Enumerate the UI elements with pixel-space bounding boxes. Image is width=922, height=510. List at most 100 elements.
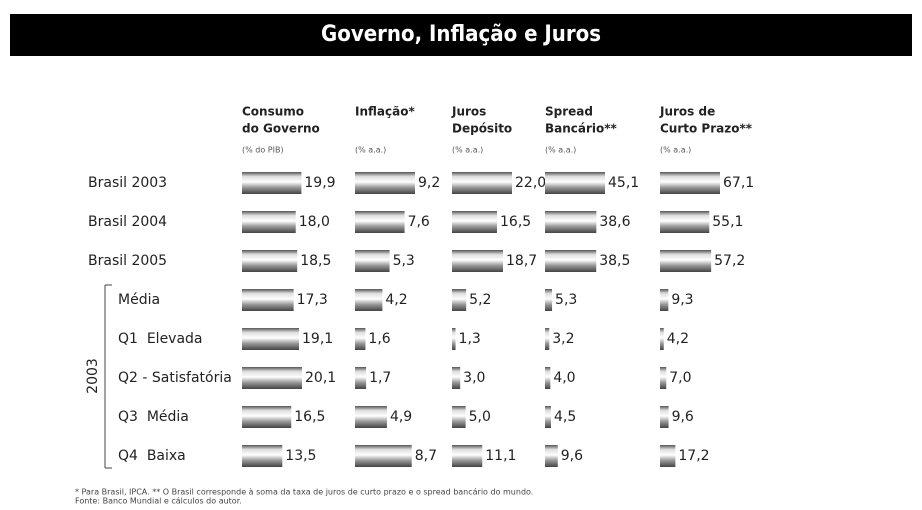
bar <box>355 445 412 467</box>
bar <box>452 289 467 311</box>
row-label: Brasil 2003 <box>88 175 167 191</box>
value-label: 4,5 <box>554 409 576 425</box>
bar <box>242 445 283 467</box>
value-label: 19,1 <box>302 331 333 347</box>
bar <box>545 211 597 233</box>
value-label: 16,5 <box>500 214 531 230</box>
value-label: 4,9 <box>390 409 412 425</box>
value-label: 9,6 <box>672 409 694 425</box>
column-subtitle: (% a.a.) <box>545 146 576 155</box>
value-label: 5,3 <box>555 292 577 308</box>
bar <box>452 445 483 467</box>
value-label: 67,1 <box>723 175 754 191</box>
bar <box>355 406 387 428</box>
column-title: Juros de <box>659 105 715 119</box>
value-label: 20,1 <box>305 370 336 386</box>
bar <box>355 250 390 272</box>
value-label: 55,1 <box>712 214 743 230</box>
column-title: Consumo <box>242 105 304 119</box>
bar <box>660 445 676 467</box>
bar <box>355 172 415 194</box>
column-title: Curto Prazo** <box>660 122 753 136</box>
value-label: 3,2 <box>552 331 574 347</box>
bar <box>660 328 664 350</box>
bar <box>660 211 710 233</box>
bar <box>355 328 366 350</box>
column-title: do Governo <box>242 122 320 136</box>
column-subtitle: (% a.a.) <box>355 146 386 155</box>
value-label: 17,2 <box>678 448 709 464</box>
bar <box>242 367 302 389</box>
bar <box>355 289 383 311</box>
bar <box>660 250 712 272</box>
bar <box>660 289 669 311</box>
value-label: 11,1 <box>485 448 516 464</box>
value-label: 1,7 <box>369 370 391 386</box>
value-label: 18,7 <box>506 253 537 269</box>
value-label: 22,0 <box>515 175 546 191</box>
bar <box>452 211 497 233</box>
bar <box>355 211 405 233</box>
bar <box>452 250 503 272</box>
row-label: Brasil 2005 <box>88 253 167 269</box>
bar <box>242 328 300 350</box>
row-label: Q3 Média <box>118 409 189 425</box>
value-label: 4,2 <box>385 292 407 308</box>
bar <box>452 328 456 350</box>
value-label: 5,0 <box>469 409 491 425</box>
value-label: 17,3 <box>297 292 328 308</box>
bar <box>242 289 294 311</box>
value-label: 5,2 <box>469 292 491 308</box>
row-label: Brasil 2004 <box>88 214 167 230</box>
value-label: 13,5 <box>285 448 316 464</box>
value-label: 45,1 <box>608 175 639 191</box>
bar <box>242 211 296 233</box>
column-title: Juros <box>451 105 486 119</box>
value-label: 4,2 <box>667 331 689 347</box>
column-title: Inflação* <box>355 105 415 119</box>
bar <box>545 328 550 350</box>
group-label: 2003 <box>85 358 101 394</box>
value-label: 19,9 <box>304 175 335 191</box>
bar <box>545 172 605 194</box>
row-label: Q4 Baixa <box>118 448 186 464</box>
bar <box>452 172 512 194</box>
row-label: Q1 Elevada <box>118 331 203 347</box>
value-label: 57,2 <box>714 253 745 269</box>
value-label: 5,3 <box>393 253 415 269</box>
column-title: Depósito <box>452 122 512 136</box>
value-label: 4,0 <box>553 370 575 386</box>
bar <box>660 367 667 389</box>
value-label: 38,6 <box>599 214 630 230</box>
value-label: 7,0 <box>669 370 691 386</box>
column-title: Spread <box>545 105 593 119</box>
bar <box>242 406 292 428</box>
bar <box>545 367 551 389</box>
value-label: 9,6 <box>561 448 583 464</box>
value-label: 38,5 <box>599 253 630 269</box>
column-subtitle: (% a.a.) <box>660 146 691 155</box>
column-subtitle: (% do PIB) <box>242 146 284 155</box>
value-label: 7,6 <box>408 214 430 230</box>
value-label: 18,0 <box>299 214 330 230</box>
value-label: 9,2 <box>418 175 440 191</box>
bar <box>545 250 597 272</box>
bar <box>660 406 669 428</box>
bar <box>545 445 558 467</box>
footnote: * Para Brasil, IPCA. ** O Brasil corresp… <box>75 488 533 506</box>
value-label: 1,3 <box>459 331 481 347</box>
value-label: 1,6 <box>368 331 390 347</box>
bar <box>242 250 298 272</box>
bar <box>242 172 302 194</box>
bar <box>452 367 461 389</box>
title-band <box>10 14 912 56</box>
chart-title: Governo, Inflação e Juros <box>321 22 601 47</box>
value-label: 8,7 <box>415 448 437 464</box>
column-title: Bancário** <box>545 122 618 136</box>
footnote-line: Fonte: Banco Mundial e cálculos do autor… <box>75 497 242 506</box>
footnote-line: * Para Brasil, IPCA. ** O Brasil corresp… <box>75 488 533 497</box>
value-label: 3,0 <box>463 370 485 386</box>
row-label: Média <box>118 292 160 308</box>
value-label: 9,3 <box>671 292 693 308</box>
